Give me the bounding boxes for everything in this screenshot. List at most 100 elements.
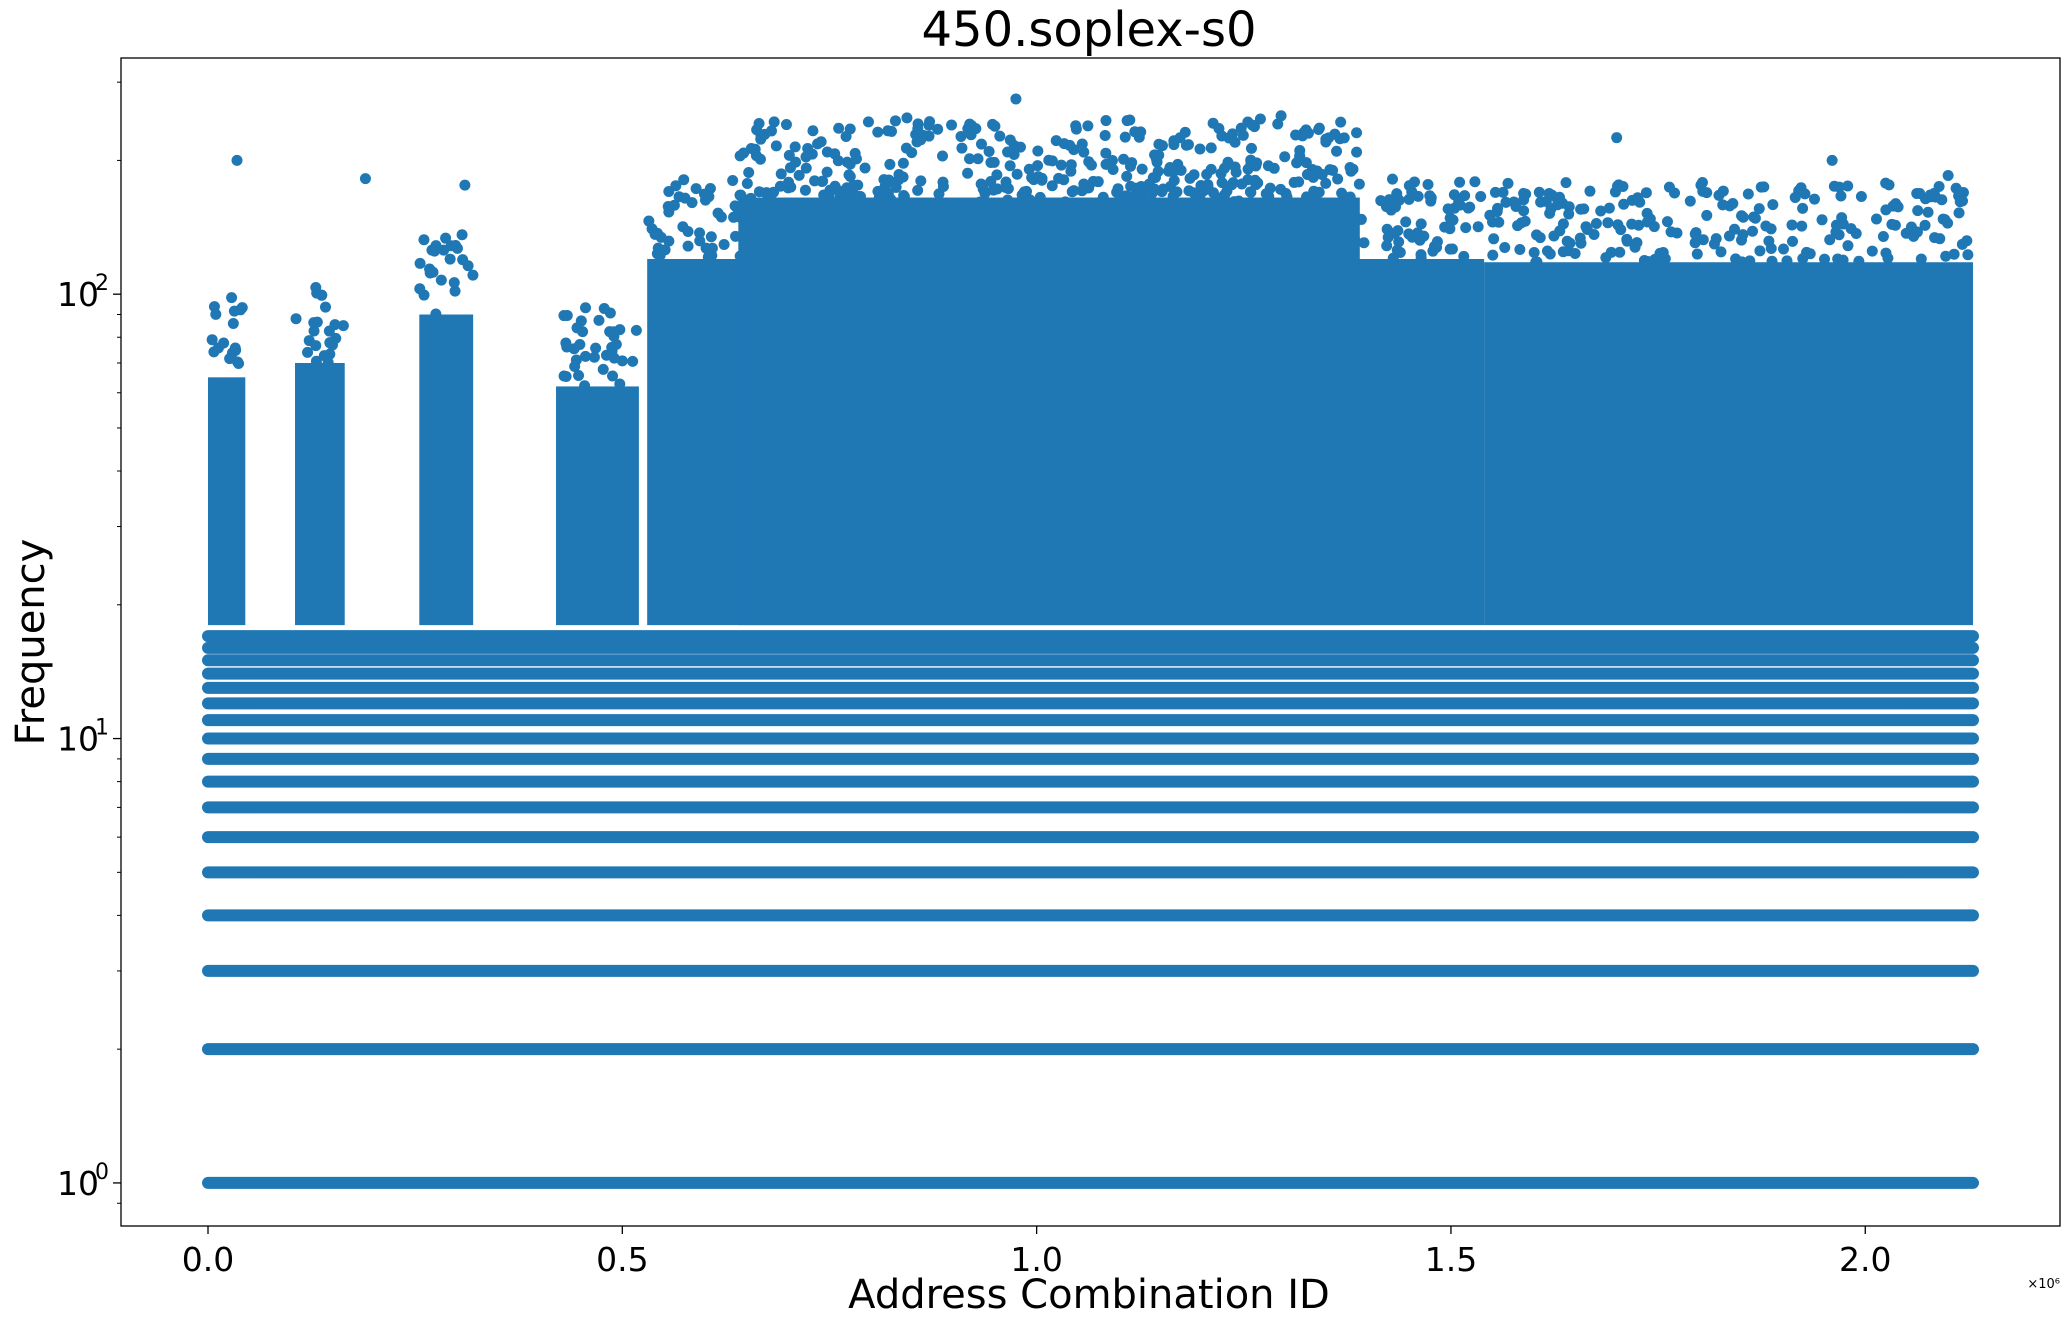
data-point	[418, 234, 430, 246]
x-tick-label: 2.0	[1839, 1240, 1891, 1279]
data-point	[1531, 229, 1543, 241]
data-point	[694, 227, 706, 239]
data-point	[1487, 249, 1499, 261]
data-point	[991, 169, 1003, 181]
data-point	[663, 235, 675, 247]
data-point	[310, 340, 322, 352]
data-point	[1121, 115, 1133, 127]
data-point	[1753, 203, 1765, 215]
peak-point	[1611, 132, 1623, 144]
data-point	[734, 150, 746, 162]
data-point	[1293, 176, 1305, 188]
data-point	[937, 150, 949, 162]
data-point	[308, 325, 320, 337]
peak-point	[459, 179, 471, 191]
data-point	[1512, 220, 1524, 232]
data-point	[728, 211, 740, 223]
data-point	[1727, 198, 1739, 210]
data-point	[1892, 201, 1904, 213]
data-point	[1900, 227, 1912, 239]
data-point	[840, 190, 852, 202]
data-point	[1245, 157, 1257, 169]
data-point	[1442, 203, 1454, 215]
data-point	[1819, 253, 1831, 265]
data-point	[1489, 186, 1501, 198]
data-point	[1389, 201, 1401, 213]
data-point	[1508, 196, 1520, 208]
data-point	[1940, 250, 1952, 262]
data-point	[1179, 126, 1191, 138]
data-point	[706, 242, 718, 254]
data-point	[1930, 191, 1942, 203]
data-point	[229, 342, 241, 354]
data-point	[678, 174, 690, 186]
data-point	[1518, 187, 1530, 199]
data-point	[1055, 159, 1067, 171]
peak-point	[1275, 110, 1287, 122]
data-point	[580, 302, 592, 314]
data-point	[862, 116, 874, 128]
dense-region-5	[738, 197, 1360, 626]
data-point	[1548, 230, 1560, 242]
x-axis-title: Address Combination ID	[848, 1272, 1330, 1318]
data-point	[448, 277, 460, 289]
data-point	[1194, 190, 1206, 202]
data-point	[1065, 165, 1077, 177]
data-point	[1427, 245, 1439, 257]
data-point	[1157, 183, 1169, 195]
data-point	[1912, 205, 1924, 217]
data-point	[224, 353, 236, 365]
data-point	[310, 281, 322, 293]
data-point	[1777, 243, 1789, 255]
data-point	[456, 229, 468, 241]
data-point	[741, 177, 753, 189]
data-point	[1602, 217, 1614, 229]
data-point	[1797, 202, 1809, 214]
data-point	[1842, 180, 1854, 192]
data-point	[780, 119, 792, 131]
data-point	[1837, 218, 1849, 230]
data-point	[1922, 206, 1934, 218]
data-point	[821, 166, 833, 178]
data-point	[1244, 186, 1256, 198]
data-point	[1454, 176, 1466, 188]
data-point	[1605, 246, 1617, 258]
data-point	[1744, 255, 1756, 267]
data-point	[1246, 119, 1258, 131]
data-point	[1934, 233, 1946, 245]
data-point	[1023, 163, 1035, 175]
data-point	[975, 138, 987, 150]
data-point	[1053, 172, 1065, 184]
data-point	[884, 158, 896, 170]
data-point	[754, 153, 766, 165]
data-point	[1942, 217, 1954, 229]
data-point	[698, 188, 710, 200]
chart-title: 450.soplex-s0	[921, 2, 1256, 58]
data-point	[329, 319, 341, 331]
data-point	[783, 176, 795, 188]
data-point	[815, 136, 827, 148]
data-point	[1760, 220, 1772, 232]
data-point	[1313, 123, 1325, 135]
data-point	[579, 350, 591, 362]
data-point	[956, 142, 968, 154]
data-point	[1150, 153, 1162, 165]
peak-point	[1942, 169, 1954, 181]
data-point	[1754, 245, 1766, 257]
data-point	[964, 118, 976, 130]
data-point	[1663, 181, 1675, 193]
data-point	[989, 120, 1001, 132]
data-point	[1422, 179, 1434, 191]
data-point	[1736, 234, 1748, 246]
data-point	[1574, 232, 1586, 244]
data-point	[1696, 176, 1708, 188]
data-point	[206, 334, 218, 346]
data-point	[1383, 194, 1395, 206]
data-point	[1375, 195, 1387, 207]
data-point	[1919, 219, 1931, 231]
data-point	[1837, 254, 1849, 266]
data-point	[883, 174, 895, 186]
data-point	[1136, 163, 1148, 175]
data-point	[1866, 245, 1878, 257]
data-point	[322, 357, 334, 369]
